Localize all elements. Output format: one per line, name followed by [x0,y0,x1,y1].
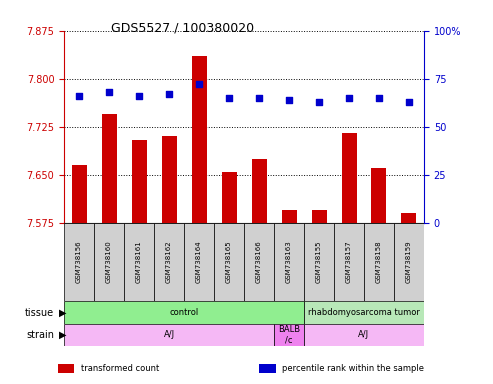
Text: GSM738164: GSM738164 [196,241,202,283]
Bar [214,223,244,301]
Text: ▶: ▶ [59,330,67,340]
Bar [282,210,296,223]
Bar [312,210,326,223]
Point [195,81,203,88]
Text: GSM738163: GSM738163 [286,241,292,283]
Bar [192,56,207,223]
Bar [221,172,237,223]
Point [345,95,353,101]
Point [375,95,383,101]
Text: GSM738160: GSM738160 [106,241,112,283]
Bar [274,223,304,301]
Bar [342,133,356,223]
Bar [259,364,276,373]
Text: strain: strain [26,330,54,340]
Bar [64,324,274,346]
Text: tissue: tissue [25,308,54,318]
Text: BALB
/c: BALB /c [278,325,300,344]
Bar [162,136,176,223]
Bar [64,223,94,301]
Bar [94,223,124,301]
Bar [184,223,214,301]
Text: GSM738166: GSM738166 [256,241,262,283]
Point [165,91,173,97]
Bar [64,301,304,324]
Bar [244,223,274,301]
Bar [58,364,74,373]
Text: GSM738159: GSM738159 [406,241,412,283]
Bar [364,223,394,301]
Bar [304,324,424,346]
Bar [401,213,417,223]
Bar [304,223,334,301]
Bar [274,324,304,346]
Bar [124,223,154,301]
Point [285,97,293,103]
Text: GSM738162: GSM738162 [166,241,172,283]
Bar [71,165,87,223]
Text: A/J: A/J [164,330,175,339]
Point [225,95,233,101]
Bar [251,159,267,223]
Point [255,95,263,101]
Text: GSM738157: GSM738157 [346,241,352,283]
Text: control: control [170,308,199,317]
Point [75,93,83,99]
Text: rhabdomyosarcoma tumor: rhabdomyosarcoma tumor [308,308,420,317]
Bar [132,139,146,223]
Point [105,89,113,95]
Text: ▶: ▶ [59,308,67,318]
Text: GDS5527 / 100380020: GDS5527 / 100380020 [111,21,254,34]
Text: percentile rank within the sample: percentile rank within the sample [282,364,424,373]
Text: transformed count: transformed count [81,364,159,373]
Bar [394,223,424,301]
Bar [102,114,116,223]
Text: GSM738165: GSM738165 [226,241,232,283]
Bar [304,301,424,324]
Point [405,99,413,105]
Point [315,99,323,105]
Text: GSM738155: GSM738155 [316,241,322,283]
Bar [154,223,184,301]
Text: GSM738158: GSM738158 [376,241,382,283]
Text: GSM738161: GSM738161 [136,241,142,283]
Text: GSM738156: GSM738156 [76,241,82,283]
Bar [334,223,364,301]
Text: A/J: A/J [358,330,370,339]
Point [135,93,143,99]
Bar [372,168,387,223]
